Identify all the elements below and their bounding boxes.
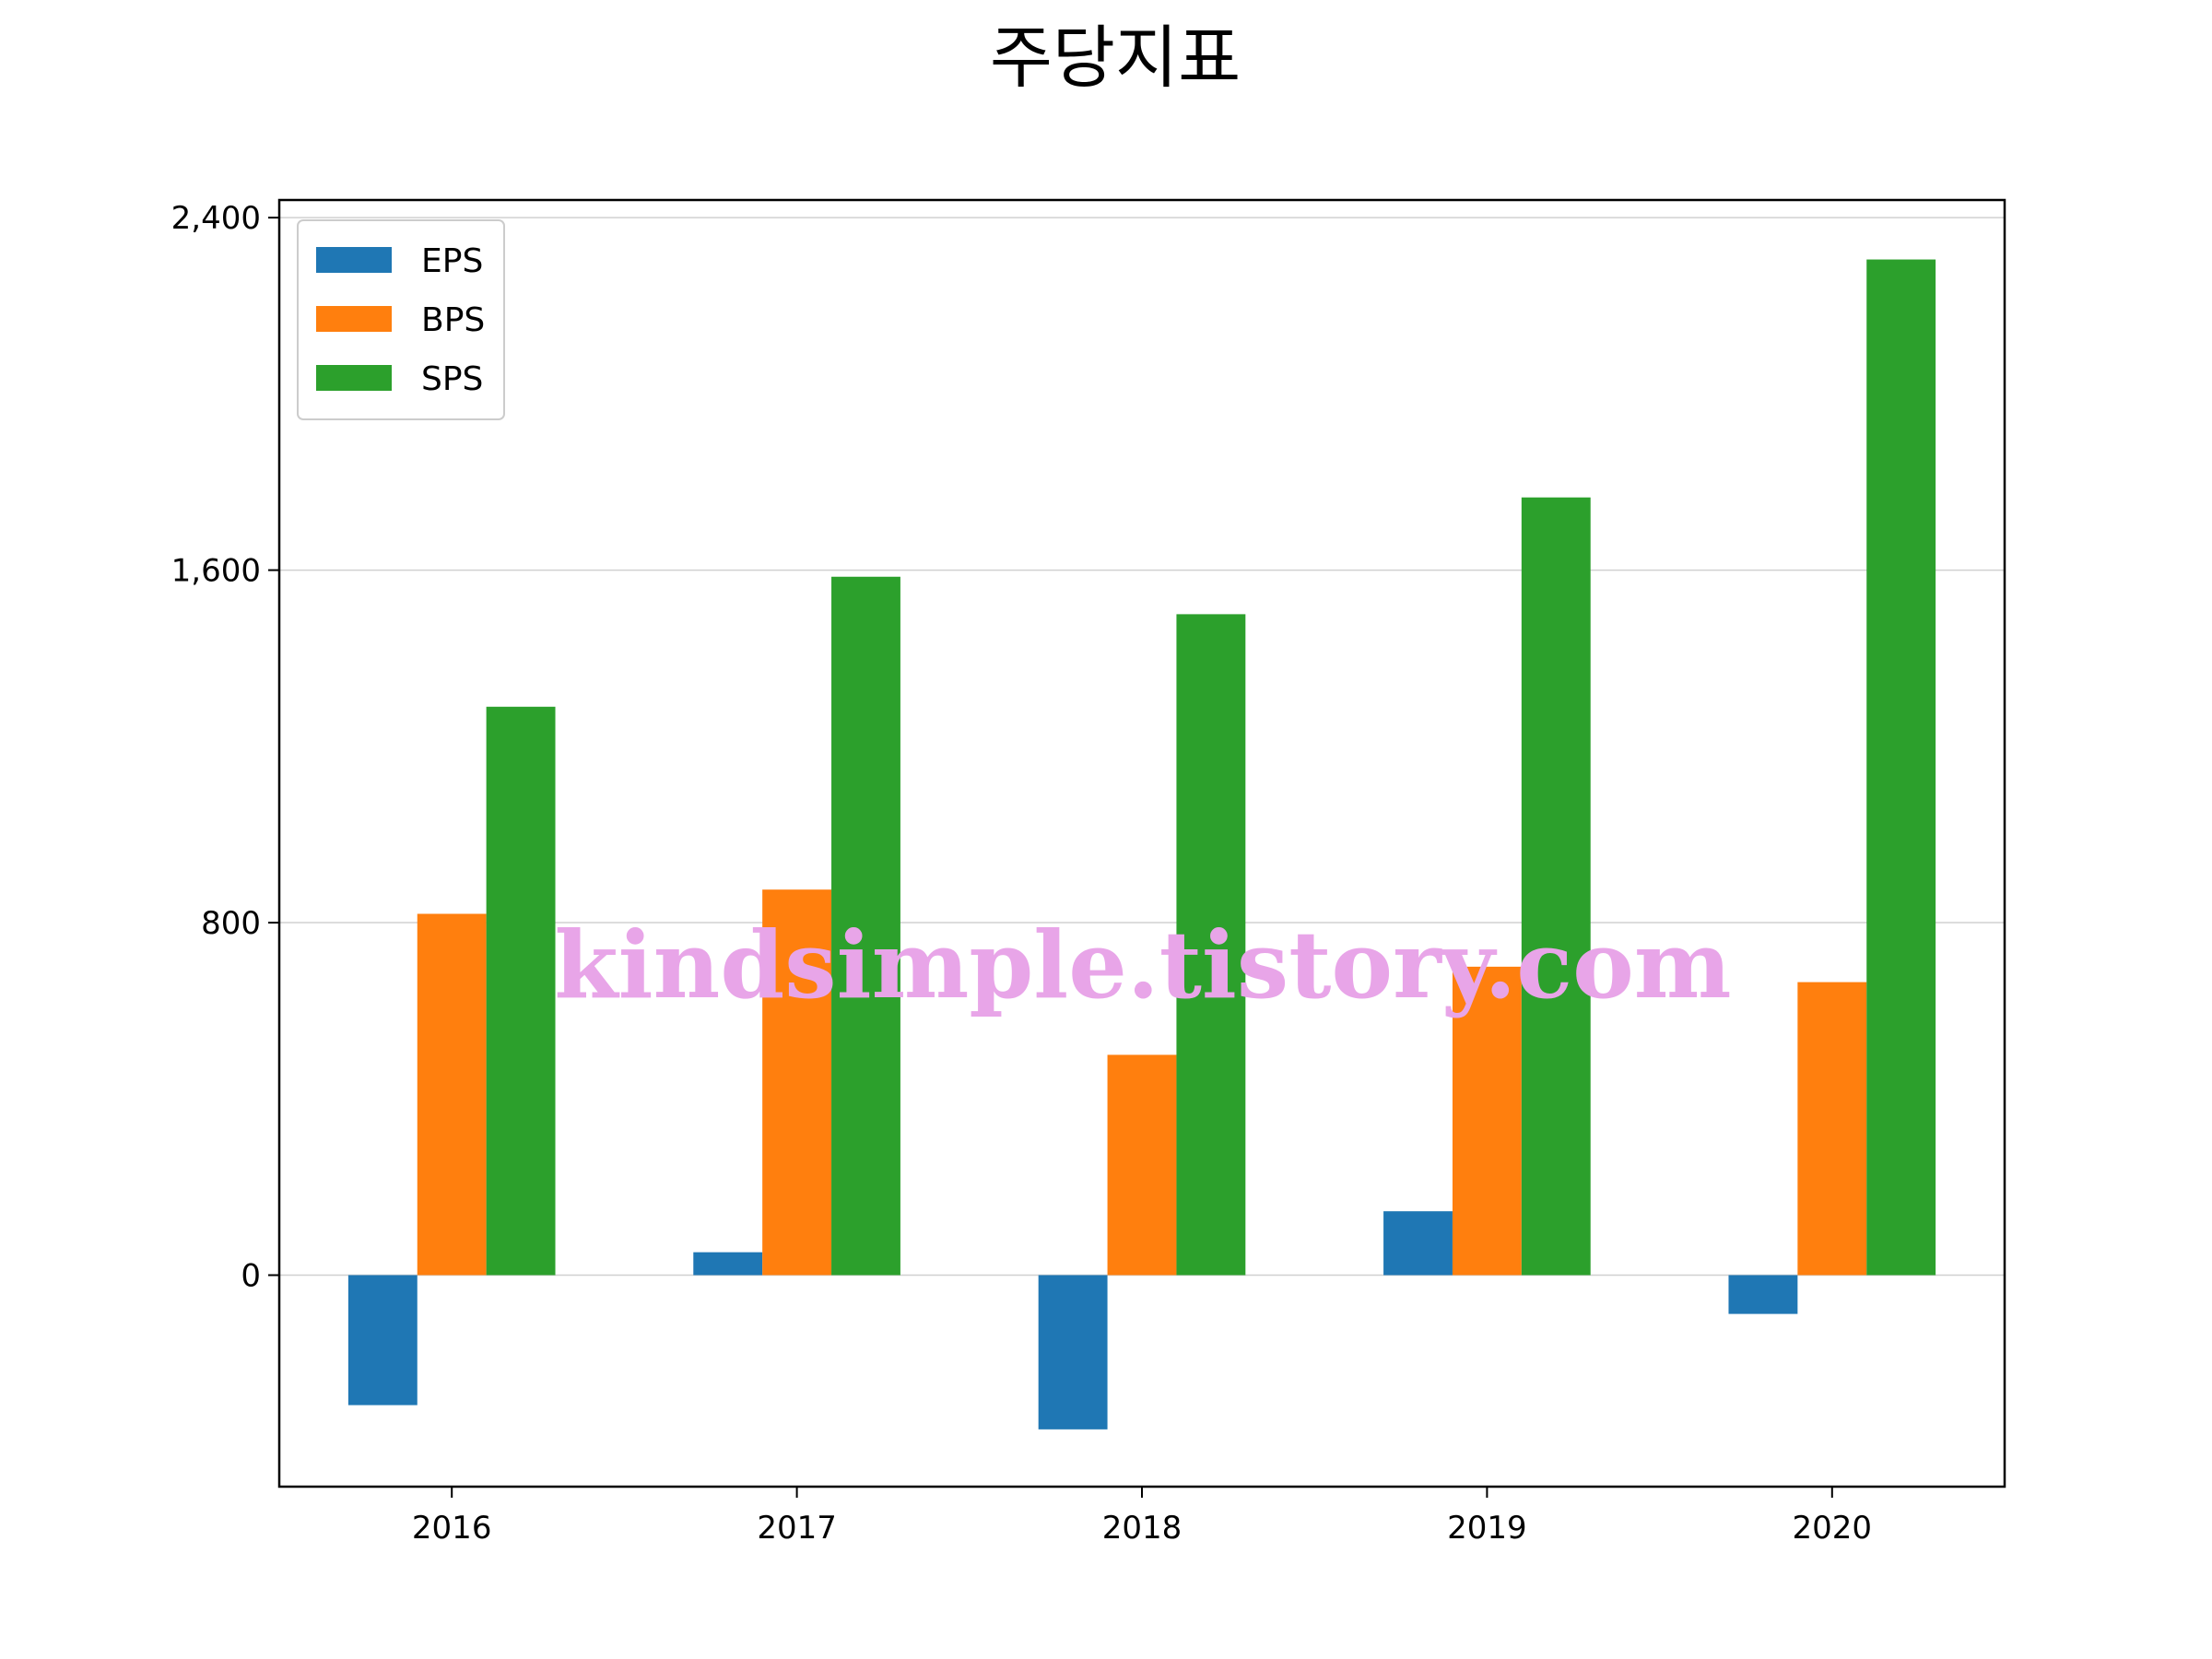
legend-label-sps: SPS [421, 360, 483, 398]
bars [347, 259, 1936, 1430]
legend-swatch-sps [316, 365, 392, 391]
bar-sps-2020 [1866, 259, 1936, 1276]
watermark: kindsimple.tistory.com [554, 911, 1731, 1019]
legend-label-eps: EPS [421, 242, 483, 280]
bar-bps-2018 [1107, 1054, 1177, 1276]
bar-sps-2019 [1521, 497, 1591, 1276]
legend-label-bps: BPS [421, 301, 485, 339]
bar-eps-2017 [693, 1252, 763, 1276]
x-tick-label-2018: 2018 [1102, 1510, 1182, 1547]
y-tick-label-1,600: 1,600 [171, 553, 261, 590]
bar-sps-2017 [831, 576, 900, 1276]
y-axis: 0 800 1,600 2,400 [171, 200, 279, 1295]
chart-title: 주당지표 [990, 18, 1241, 98]
bar-eps-2016 [347, 1275, 418, 1406]
bar-bps-2016 [417, 913, 487, 1276]
x-tick-label-2017: 2017 [757, 1510, 837, 1547]
legend-swatch-eps [316, 247, 392, 273]
bar-eps-2020 [1728, 1275, 1798, 1314]
bar-bps-2017 [762, 889, 832, 1276]
bar-sps-2016 [486, 706, 556, 1276]
x-axis: 2016 2017 2018 2019 2020 [412, 1487, 1872, 1547]
y-tick-label-2,400: 2,400 [171, 200, 261, 237]
bar-bps-2020 [1797, 982, 1867, 1276]
bar-eps-2018 [1038, 1275, 1108, 1430]
legend-swatch-bps [316, 306, 392, 332]
x-tick-label-2019: 2019 [1447, 1510, 1527, 1547]
x-tick-label-2020: 2020 [1793, 1510, 1873, 1547]
bar-eps-2019 [1383, 1211, 1453, 1276]
y-tick-label-800: 800 [201, 905, 261, 942]
bar-bps-2019 [1452, 966, 1522, 1276]
y-tick-label-0: 0 [241, 1258, 261, 1295]
legend: EPS BPS SPS [297, 219, 505, 420]
x-tick-label-2016: 2016 [412, 1510, 492, 1547]
bar-sps-2018 [1176, 614, 1246, 1276]
